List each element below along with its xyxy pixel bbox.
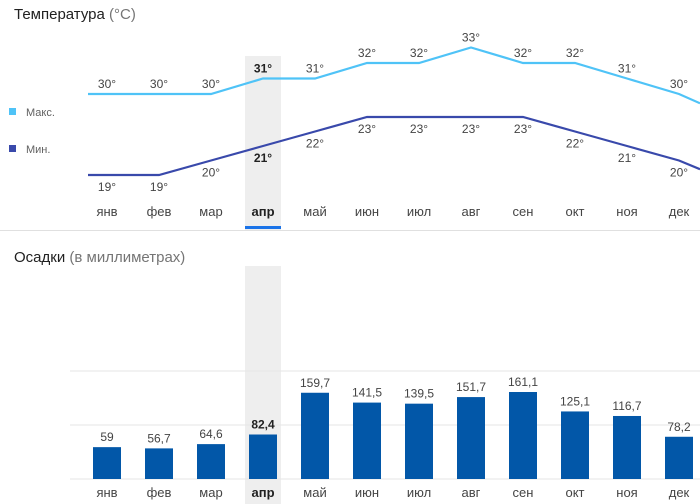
max-temp-label: 30° bbox=[150, 77, 168, 91]
legend-max-label: Макс. bbox=[26, 107, 55, 119]
min-temp-label: 22° bbox=[306, 137, 324, 151]
precip-month-label-12: дек bbox=[669, 485, 690, 500]
precip-value-label: 151,7 bbox=[456, 380, 486, 394]
precip-bar-12 bbox=[665, 436, 693, 479]
selected-month-indicator bbox=[245, 226, 281, 229]
temp-month-label-2[interactable]: фев bbox=[147, 204, 172, 219]
min-temp-label: 20° bbox=[670, 166, 688, 180]
precip-month-label-6: июн bbox=[355, 485, 379, 500]
temp-month-label-8[interactable]: авг bbox=[462, 204, 481, 219]
precip-value-label: 64,6 bbox=[199, 427, 223, 441]
temp-month-label-3[interactable]: мар bbox=[199, 204, 222, 219]
precipitation-unit: (в миллиметрах) bbox=[69, 249, 186, 266]
min-temp-label: 20° bbox=[202, 166, 220, 180]
min-temp-label: 22° bbox=[566, 137, 584, 151]
precip-bar-10 bbox=[561, 411, 589, 479]
min-temp-label: 23° bbox=[462, 122, 480, 136]
max-temp-label: 32° bbox=[566, 46, 584, 60]
precip-bar-3 bbox=[197, 444, 225, 479]
temp-month-label-5[interactable]: май bbox=[303, 204, 326, 219]
max-temp-label: 32° bbox=[410, 46, 428, 60]
precip-value-label: 125,1 bbox=[560, 394, 590, 408]
max-temp-label: 30° bbox=[202, 77, 220, 91]
precip-bar-1 bbox=[93, 447, 121, 479]
temp-month-label-1[interactable]: янв bbox=[96, 204, 117, 219]
temp-month-label-9[interactable]: сен bbox=[513, 204, 534, 219]
precip-value-label: 141,5 bbox=[352, 386, 382, 400]
min-temp-label: 23° bbox=[358, 122, 376, 136]
max-temp-label: 30° bbox=[98, 77, 116, 91]
temperature-unit: (°C) bbox=[109, 6, 136, 23]
min-temp-line bbox=[88, 115, 700, 177]
min-temp-label: 21° bbox=[618, 151, 636, 165]
precip-value-label: 59 bbox=[100, 430, 114, 444]
precip-month-label-3: мар bbox=[199, 485, 222, 500]
precip-month-label-4: апр bbox=[251, 485, 274, 500]
temp-month-label-4[interactable]: апр bbox=[251, 204, 274, 219]
max-temp-label: 32° bbox=[358, 46, 376, 60]
precip-month-label-8: авг bbox=[462, 485, 481, 500]
precipitation-title-text: Осадки bbox=[14, 249, 66, 266]
precipitation-title: Осадки (в миллиметрах) bbox=[14, 249, 185, 266]
max-temp-label: 32° bbox=[514, 46, 532, 60]
precip-month-label-11: ноя bbox=[616, 485, 637, 500]
precip-value-label: 78,2 bbox=[667, 420, 691, 434]
precip-value-label: 139,5 bbox=[404, 387, 434, 401]
precip-month-label-2: фев bbox=[147, 485, 172, 500]
precip-month-label-5: май bbox=[303, 485, 326, 500]
legend-min-label: Мин. bbox=[26, 144, 50, 156]
precip-month-label-9: сен bbox=[513, 485, 534, 500]
min-temp-label: 23° bbox=[514, 122, 532, 136]
precip-bar-9 bbox=[509, 392, 537, 479]
max-temp-line bbox=[88, 46, 700, 105]
precip-value-label: 161,1 bbox=[508, 375, 538, 389]
temp-month-label-11[interactable]: ноя bbox=[616, 204, 637, 219]
temp-month-label-7[interactable]: июл bbox=[407, 204, 431, 219]
max-temp-label: 31° bbox=[254, 62, 272, 76]
section-divider bbox=[0, 230, 700, 231]
precip-month-label-10: окт bbox=[565, 485, 584, 500]
precip-month-label-7: июл bbox=[407, 485, 431, 500]
min-temp-label: 21° bbox=[254, 151, 272, 165]
min-temp-label: 23° bbox=[410, 122, 428, 136]
temperature-title-text: Температура bbox=[14, 6, 105, 23]
precip-value-label: 56,7 bbox=[147, 431, 171, 445]
precip-value-label: 159,7 bbox=[300, 376, 330, 390]
max-temp-label: 33° bbox=[462, 31, 480, 45]
legend-max-swatch bbox=[9, 108, 16, 115]
precip-value-label: 116,7 bbox=[612, 399, 641, 413]
precip-bar-7 bbox=[405, 403, 433, 479]
max-temp-label: 30° bbox=[670, 77, 688, 91]
temperature-title: Температура (°C) bbox=[14, 6, 136, 23]
precip-bar-5 bbox=[301, 392, 329, 479]
temp-month-label-6[interactable]: июн bbox=[355, 204, 379, 219]
legend-min-swatch bbox=[9, 145, 16, 152]
temperature-chart: 30° 30° 30° 31° 31° 32° 32° 33° 32° 32° 31° 30° 19° 1… bbox=[9, 31, 700, 230]
max-temp-label: 31° bbox=[306, 62, 324, 76]
precip-bar-2 bbox=[145, 448, 173, 479]
precip-month-label-1: янв bbox=[96, 485, 117, 500]
precip-bar-8 bbox=[457, 397, 485, 479]
precip-bar-11 bbox=[613, 415, 641, 479]
min-temp-label: 19° bbox=[150, 180, 168, 194]
min-temp-label: 19° bbox=[98, 180, 116, 194]
temp-month-label-12[interactable]: дек bbox=[669, 204, 690, 219]
temp-month-label-10[interactable]: окт bbox=[565, 204, 584, 219]
selected-month-band-precip bbox=[245, 266, 281, 504]
precip-bar-4 bbox=[249, 434, 277, 479]
precip-value-label: 82,4 bbox=[251, 418, 275, 432]
precip-bar-6 bbox=[353, 402, 381, 479]
max-temp-label: 31° bbox=[618, 62, 636, 76]
